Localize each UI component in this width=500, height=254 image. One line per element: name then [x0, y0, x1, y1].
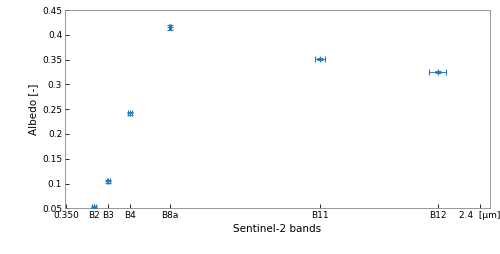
Y-axis label: Albedo [-]: Albedo [-] [28, 84, 38, 135]
X-axis label: Sentinel-2 bands: Sentinel-2 bands [234, 224, 322, 234]
